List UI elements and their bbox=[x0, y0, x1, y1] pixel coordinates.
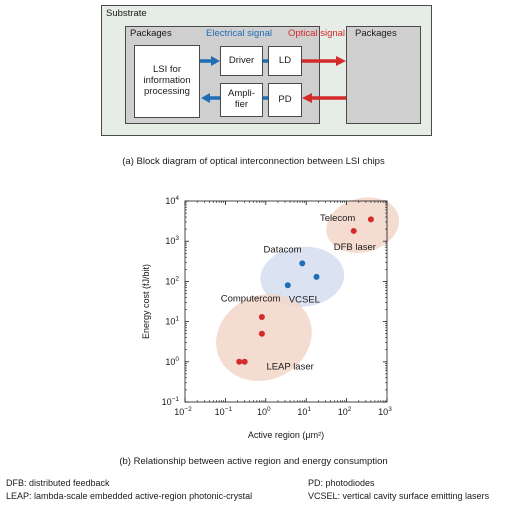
x-axis-label: Active region (µm²) bbox=[248, 430, 324, 440]
y-tick-label: 102 bbox=[165, 275, 179, 286]
y-tick-label: 104 bbox=[165, 195, 179, 206]
substrate-label: Substrate bbox=[106, 8, 147, 19]
point-telecom-0 bbox=[367, 216, 374, 223]
x-tick-label: 10−2 bbox=[174, 406, 192, 417]
electrical-arrow-in-head bbox=[201, 93, 210, 103]
point-computercom-1 bbox=[258, 330, 265, 337]
note-leap-laser: LEAP laser bbox=[266, 361, 313, 372]
x-tick-label: 101 bbox=[297, 406, 311, 417]
y-tick-label: 103 bbox=[165, 235, 179, 246]
caption-a: (a) Block diagram of optical interconnec… bbox=[122, 156, 385, 167]
series-label-computercom: Computercom bbox=[221, 293, 281, 304]
point-telecom-1 bbox=[350, 227, 357, 234]
x-tick-label: 103 bbox=[378, 406, 392, 417]
y-tick-label: 100 bbox=[165, 356, 179, 367]
plot-frame bbox=[184, 200, 388, 403]
note-dfb-laser: DFB laser bbox=[334, 242, 376, 253]
caption-b: (b) Relationship between active region a… bbox=[119, 456, 388, 467]
note-vcsel: VCSEL bbox=[289, 294, 320, 305]
optical-arrow-in-head bbox=[302, 93, 312, 103]
packages-right-box bbox=[346, 26, 421, 124]
packages-right-label: Packages bbox=[355, 28, 397, 39]
lsi-block: LSI for information processing bbox=[134, 45, 200, 118]
point-computercom-2 bbox=[241, 358, 248, 365]
point-datacom-2 bbox=[284, 282, 291, 289]
series-label-datacom: Datacom bbox=[264, 245, 302, 256]
driver-block: Driver bbox=[220, 46, 263, 76]
x-tick-label: 100 bbox=[257, 406, 271, 417]
amplifier-block: Ampli- fier bbox=[220, 83, 263, 117]
y-tick-label: 101 bbox=[165, 316, 179, 327]
electrical-signal-label: Electrical signal bbox=[206, 28, 272, 39]
optical-arrow-out-head bbox=[336, 56, 346, 66]
cluster-computercom bbox=[216, 294, 312, 381]
y-tick-label: 10−1 bbox=[162, 396, 180, 407]
point-datacom-0 bbox=[299, 260, 306, 267]
footnote-pd: PD: photodiodes bbox=[308, 478, 375, 488]
point-computercom-3 bbox=[236, 358, 243, 365]
footnote-dfb: DFB: distributed feedback bbox=[6, 478, 110, 488]
ld-block: LD bbox=[268, 46, 302, 76]
point-datacom-1 bbox=[313, 273, 320, 280]
electrical-arrow-out-head bbox=[211, 56, 220, 66]
y-axis-label: Energy cost (fJ/bit) bbox=[141, 264, 151, 339]
optical-signal-label: Optical signal bbox=[288, 28, 346, 39]
point-computercom-0 bbox=[258, 314, 265, 321]
x-tick-label: 102 bbox=[338, 406, 352, 417]
footnote-vcsel: VCSEL: vertical cavity surface emitting … bbox=[308, 491, 490, 501]
pd-block: PD bbox=[268, 83, 302, 117]
series-label-telecom: Telecom bbox=[320, 213, 355, 224]
packages-left-label: Packages bbox=[130, 28, 172, 39]
cluster-datacom bbox=[260, 246, 345, 307]
cluster-telecom bbox=[326, 197, 400, 253]
signal-arrows bbox=[200, 56, 346, 103]
x-tick-label: 10−1 bbox=[215, 406, 233, 417]
footnote-leap: LEAP: lambda-scale embedded active-regio… bbox=[6, 491, 253, 501]
